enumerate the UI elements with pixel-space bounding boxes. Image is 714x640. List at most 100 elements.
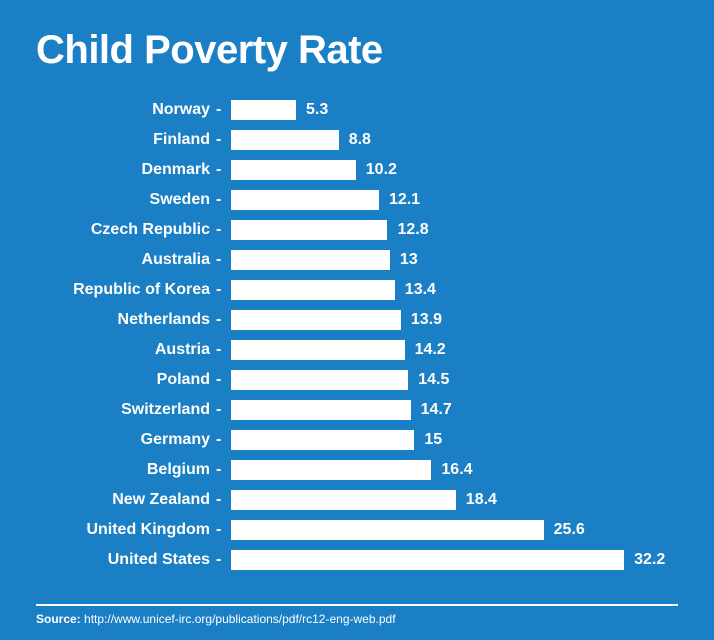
bar-area: 12.1	[231, 190, 678, 210]
value-label: 15	[424, 431, 442, 449]
bar	[231, 400, 410, 420]
dash-separator: -	[216, 371, 221, 389]
country-label: Belgium	[36, 461, 216, 479]
value-label: 8.8	[349, 131, 371, 149]
country-label: Czech Republic	[36, 221, 216, 239]
chart-title: Child Poverty Rate	[36, 28, 678, 73]
country-label: United Kingdom	[36, 521, 216, 539]
bar	[231, 490, 455, 510]
bar	[231, 520, 543, 540]
bar-area: 13.9	[231, 310, 678, 330]
chart-row: Netherlands- 13.9	[36, 305, 678, 335]
dash-separator: -	[216, 281, 221, 299]
dash-separator: -	[216, 551, 221, 569]
bar	[231, 250, 390, 270]
value-label: 12.1	[389, 191, 420, 209]
bar	[231, 280, 394, 300]
source-line: Source: http://www.unicef-irc.org/public…	[36, 604, 678, 626]
dash-separator: -	[216, 131, 221, 149]
value-label: 25.6	[554, 521, 585, 539]
country-label: Finland	[36, 131, 216, 149]
country-label: Netherlands	[36, 311, 216, 329]
bar-area: 16.4	[231, 460, 678, 480]
dash-separator: -	[216, 401, 221, 419]
bar-area: 10.2	[231, 160, 678, 180]
chart-row: Austria- 14.2	[36, 335, 678, 365]
bar-area: 32.2	[231, 550, 678, 570]
bar-area: 15	[231, 430, 678, 450]
bar	[231, 340, 404, 360]
chart-row: New Zealand- 18.4	[36, 485, 678, 515]
chart-row: Republic of Korea- 13.4	[36, 275, 678, 305]
value-label: 32.2	[634, 551, 665, 569]
country-label: Switzerland	[36, 401, 216, 419]
dash-separator: -	[216, 101, 221, 119]
bar	[231, 460, 431, 480]
value-label: 14.2	[415, 341, 446, 359]
bar-area: 13.4	[231, 280, 678, 300]
source-url: http://www.unicef-irc.org/publications/p…	[84, 612, 396, 626]
dash-separator: -	[216, 191, 221, 209]
bar	[231, 220, 387, 240]
dash-separator: -	[216, 161, 221, 179]
dash-separator: -	[216, 341, 221, 359]
bar	[231, 190, 379, 210]
chart-row: Australia- 13	[36, 245, 678, 275]
country-label: Norway	[36, 101, 216, 119]
dash-separator: -	[216, 221, 221, 239]
bar	[231, 550, 624, 570]
chart-row: Denmark- 10.2	[36, 155, 678, 185]
country-label: Australia	[36, 251, 216, 269]
value-label: 16.4	[441, 461, 472, 479]
chart-row: Norway- 5.3	[36, 95, 678, 125]
country-label: Poland	[36, 371, 216, 389]
chart-row: Switzerland- 14.7	[36, 395, 678, 425]
dash-separator: -	[216, 521, 221, 539]
bar	[231, 370, 408, 390]
value-label: 5.3	[306, 101, 328, 119]
country-label: Republic of Korea	[36, 281, 216, 299]
source-label: Source:	[36, 612, 81, 626]
country-label: United States	[36, 551, 216, 569]
value-label: 13	[400, 251, 418, 269]
value-label: 13.9	[411, 311, 442, 329]
dash-separator: -	[216, 461, 221, 479]
country-label: New Zealand	[36, 491, 216, 509]
dash-separator: -	[216, 311, 221, 329]
value-label: 14.5	[418, 371, 449, 389]
bar-area: 12.8	[231, 220, 678, 240]
bar-area: 14.2	[231, 340, 678, 360]
bar	[231, 130, 338, 150]
chart-row: United States- 32.2	[36, 545, 678, 575]
dash-separator: -	[216, 431, 221, 449]
bar	[231, 310, 401, 330]
chart-row: Czech Republic- 12.8	[36, 215, 678, 245]
chart-row: Finland- 8.8	[36, 125, 678, 155]
dash-separator: -	[216, 491, 221, 509]
dash-separator: -	[216, 251, 221, 269]
chart-row: United Kingdom- 25.6	[36, 515, 678, 545]
chart-row: Poland- 14.5	[36, 365, 678, 395]
country-label: Sweden	[36, 191, 216, 209]
bar-area: 14.7	[231, 400, 678, 420]
chart-row: Germany- 15	[36, 425, 678, 455]
chart-row: Sweden- 12.1	[36, 185, 678, 215]
value-label: 18.4	[466, 491, 497, 509]
bar	[231, 430, 414, 450]
bar-area: 5.3	[231, 100, 678, 120]
country-label: Denmark	[36, 161, 216, 179]
bar-area: 8.8	[231, 130, 678, 150]
chart-row: Belgium- 16.4	[36, 455, 678, 485]
value-label: 13.4	[405, 281, 436, 299]
country-label: Germany	[36, 431, 216, 449]
country-label: Austria	[36, 341, 216, 359]
value-label: 14.7	[421, 401, 452, 419]
bar-area: 14.5	[231, 370, 678, 390]
bar-area: 18.4	[231, 490, 678, 510]
value-label: 12.8	[397, 221, 428, 239]
bar-chart: Norway-5.3Finland-8.8Denmark-10.2Sweden-…	[36, 95, 678, 575]
bar	[231, 160, 355, 180]
value-label: 10.2	[366, 161, 397, 179]
bar-area: 25.6	[231, 520, 678, 540]
bar	[231, 100, 296, 120]
